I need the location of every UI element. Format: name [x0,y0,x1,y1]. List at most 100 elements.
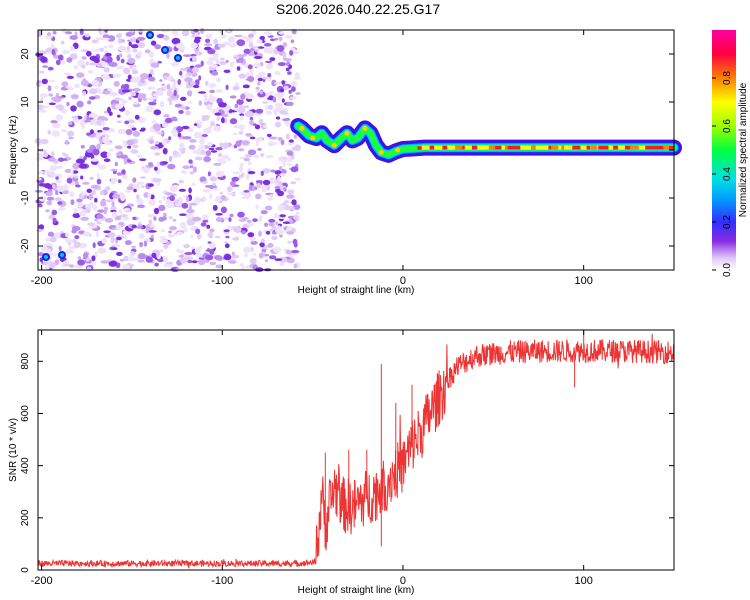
noise-speckle [195,252,203,258]
noise-speckle [207,49,216,55]
noise-speckle [148,199,156,206]
noise-speckle [126,139,135,146]
noise-speckle [277,190,284,197]
noise-speckle [34,190,43,193]
noise-speckle [125,31,133,37]
noise-speckle [150,145,159,150]
noise-speckle [45,51,54,55]
noise-speckle [194,247,201,255]
noise-speckle [209,242,216,250]
noise-speckle [87,222,96,226]
noise-speckle [186,90,193,97]
ridge-peak [344,130,350,136]
noise-speckle [66,101,70,107]
noise-speckle [115,65,125,70]
ridge-highlight [618,145,625,150]
noise-speckle [292,238,298,245]
noise-speckle [209,176,217,182]
noise-speckle [139,158,147,161]
noise-speckle [200,60,204,67]
noise-speckle [133,188,137,193]
noise-speckle [189,81,196,86]
noise-speckle [212,187,220,191]
noise-speckle [131,127,137,131]
noise-speckle [65,139,69,145]
noise-speckle [122,230,129,235]
noise-speckle [206,104,213,111]
noise-speckle [245,174,250,181]
noise-speckle [127,124,135,129]
ridge-highlight [564,145,569,150]
noise-speckle [120,195,126,202]
colorbar-tick-label: 0.8 [722,71,733,85]
noise-speckle [229,62,234,68]
noise-speckle [80,144,85,149]
noise-speckle [104,110,108,114]
noise-speckle [46,200,52,206]
noise-speckle [55,59,61,66]
noise-speckle [255,137,263,142]
noise-speckle [184,252,194,255]
noise-speckle [247,219,252,223]
noise-speckle [243,63,249,69]
noise-speckle [66,157,72,161]
ridge-highlight [530,145,536,150]
noise-speckle [55,179,62,184]
noise-speckle [89,176,94,180]
noise-speckle [279,173,287,177]
noise-speckle [133,183,141,190]
noise-speckle [194,51,203,56]
noise-speckle [57,201,63,205]
noise-speckle [123,158,128,165]
noise-speckle [90,158,99,162]
noise-speckle [66,75,74,79]
noise-speckle [177,78,181,86]
noise-speckle [91,255,96,262]
x-tick-label: -200 [31,275,53,287]
noise-speckle [286,101,294,106]
noise-speckle [129,119,135,124]
noise-speckle [194,32,198,38]
noise-speckle [239,124,245,131]
noise-speckle [38,183,48,187]
noise-speckle [95,134,101,140]
noise-speckle [287,240,292,244]
noise-speckle [92,242,96,249]
noise-speckle [130,44,139,49]
noise-speckle [132,48,138,53]
noise-speckle [276,92,284,98]
noise-hotspot-core [60,253,64,257]
noise-speckle [124,190,132,193]
noise-speckle [289,96,298,100]
noise-speckle [226,105,232,108]
noise-speckle [254,186,258,190]
noise-speckle [139,73,149,80]
noise-speckle [198,75,202,81]
noise-speckle [122,216,130,221]
noise-speckle [68,136,74,140]
ridge-highlight [434,145,443,150]
noise-speckle [243,48,251,54]
noise-speckle [78,211,85,216]
noise-speckle [44,35,53,39]
noise-speckle [279,156,284,162]
noise-speckle [153,109,162,116]
noise-speckle [47,129,51,135]
noise-speckle [190,42,198,49]
x-tick-label: 100 [574,275,592,287]
ridge-highlight [488,145,495,150]
ridge-highlight [559,145,567,150]
noise-speckle [140,127,146,131]
noise-speckle [132,177,137,183]
noise-speckle [194,79,200,86]
noise-speckle [115,224,122,230]
noise-speckle [277,175,281,182]
noise-speckle [179,75,185,78]
noise-speckle [64,31,73,35]
noise-speckle [182,54,192,57]
snr-series-line [37,330,675,569]
noise-speckle [108,260,118,267]
noise-speckle [135,76,141,83]
noise-speckle [277,204,286,212]
noise-speckle [261,238,265,243]
